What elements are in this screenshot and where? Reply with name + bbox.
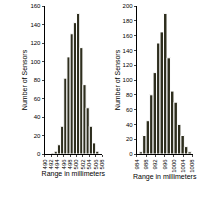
- svg-text:120: 120: [30, 40, 41, 46]
- svg-text:60: 60: [126, 107, 133, 113]
- svg-text:20: 20: [126, 136, 133, 142]
- svg-text:1000: 1000: [171, 159, 177, 173]
- svg-text:Range in millimeters: Range in millimeters: [42, 170, 106, 178]
- svg-text:496: 496: [61, 159, 67, 170]
- svg-text:180: 180: [123, 18, 134, 24]
- svg-text:40: 40: [126, 122, 133, 128]
- svg-text:504: 504: [86, 159, 92, 170]
- svg-text:0: 0: [129, 151, 133, 157]
- svg-text:492: 492: [48, 159, 54, 170]
- svg-text:498: 498: [67, 159, 73, 170]
- svg-text:Number of Sensors: Number of Sensors: [114, 49, 121, 110]
- svg-text:500: 500: [73, 159, 79, 170]
- svg-text:508: 508: [99, 159, 105, 170]
- svg-text:490: 490: [42, 159, 48, 170]
- svg-text:984: 984: [134, 159, 140, 170]
- svg-text:80: 80: [126, 92, 133, 98]
- svg-text:160: 160: [30, 3, 41, 9]
- svg-text:100: 100: [30, 59, 41, 65]
- svg-text:992: 992: [152, 159, 158, 170]
- svg-text:988: 988: [143, 159, 149, 170]
- svg-text:80: 80: [34, 77, 41, 83]
- svg-text:494: 494: [54, 159, 60, 170]
- svg-text:100: 100: [123, 77, 134, 83]
- svg-text:120: 120: [123, 62, 134, 68]
- svg-text:140: 140: [30, 22, 41, 28]
- svg-text:Range in millimeters: Range in millimeters: [133, 173, 197, 181]
- svg-text:200: 200: [123, 3, 134, 9]
- svg-text:996: 996: [162, 159, 168, 170]
- svg-text:40: 40: [34, 114, 41, 120]
- svg-text:Number of Sensors: Number of Sensors: [21, 49, 28, 110]
- svg-text:506: 506: [93, 159, 99, 170]
- svg-text:140: 140: [123, 48, 134, 54]
- svg-text:0: 0: [37, 151, 41, 157]
- svg-text:20: 20: [34, 133, 41, 139]
- svg-text:60: 60: [34, 96, 41, 102]
- svg-text:502: 502: [80, 159, 86, 170]
- svg-text:1008: 1008: [189, 159, 195, 173]
- svg-text:160: 160: [123, 33, 134, 39]
- svg-text:1004: 1004: [180, 159, 186, 173]
